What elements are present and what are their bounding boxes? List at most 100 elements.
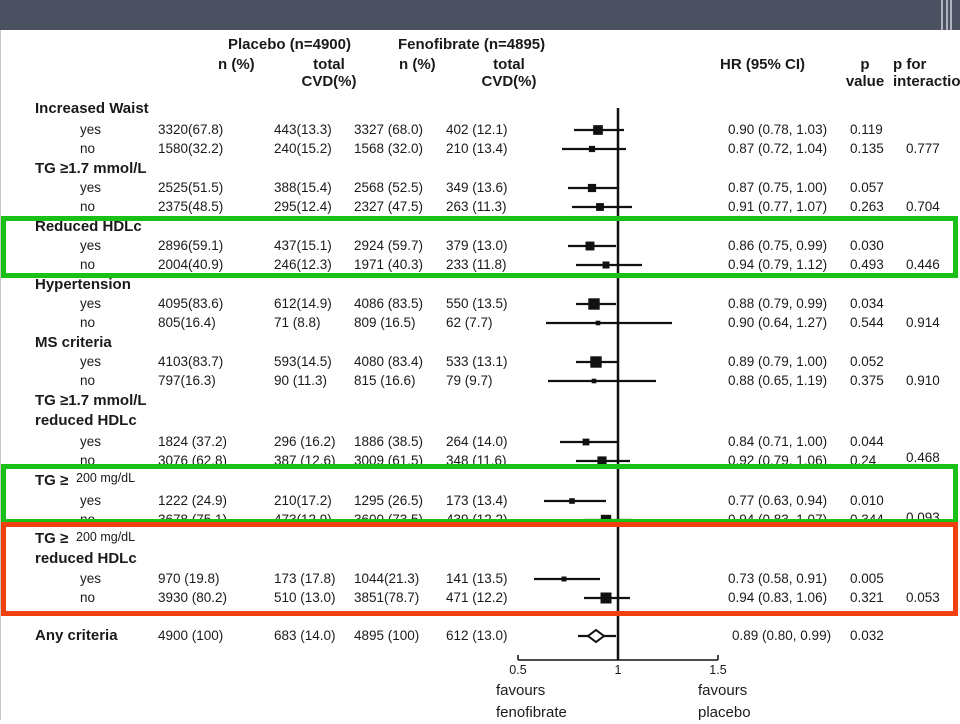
placebo-n-cell: 1580(32.2): [158, 141, 224, 156]
group-label: TG ≥1.7 mmol/L: [35, 392, 147, 409]
feno-n-cell: 2924 (59.7): [354, 238, 424, 253]
placebo-n-cell: 1222 (24.9): [158, 493, 228, 508]
table-row: no 797(16.3) 90 (11.3) 815 (16.6) 79 (9.7) 0.…: [0, 372, 960, 390]
p-interaction-cell: 0.910: [906, 373, 940, 388]
group-header-row: Increased Waist: [0, 100, 960, 118]
hr-ci-cell: 0.90 (0.64, 1.27): [728, 315, 828, 330]
p-interaction-row: 0.468: [0, 449, 960, 467]
feno-n-cell: 1044(21.3): [354, 571, 420, 586]
p-value-cell: 0.010: [850, 493, 884, 508]
placebo-group-header: Placebo (n=4900): [228, 36, 351, 53]
subgroup-label: yes: [80, 238, 102, 253]
p-interaction-cell: 0.468: [906, 450, 940, 465]
subgroup-label: yes: [80, 180, 102, 195]
subgroup-label: yes: [80, 571, 102, 586]
feno-cvd-cell: 264 (14.0): [446, 434, 508, 449]
placebo-cvd-cell: 246(12.3): [274, 257, 332, 272]
p-value-cell: 0.119: [850, 122, 883, 137]
group-label: Reduced HDLc: [35, 218, 142, 235]
hr-square: [590, 356, 602, 368]
feno-n-cell: 3851(78.7): [354, 590, 420, 605]
hr-square: [569, 498, 575, 504]
placebo-n-cell: 3930 (80.2): [158, 590, 228, 605]
table-row: yes 2896(59.1) 437(15.1) 2924 (59.7) 379 (13…: [0, 237, 960, 255]
p-interaction-row: 0.910: [0, 372, 960, 390]
p-value-cell: 0.321: [850, 590, 884, 605]
placebo-n-cell: 797(16.3): [158, 373, 216, 388]
hr-header: HR (95% CI): [720, 56, 806, 73]
p-value-cell: 0.044: [850, 434, 884, 449]
placebo-n-cell: 4095(83.6): [158, 296, 224, 311]
feno-n-cell: 3327 (68.0): [354, 122, 424, 137]
p-interaction-cell: 0.704: [906, 199, 940, 214]
table-row: yes 1824 (37.2) 296 (16.2) 1886 (38.5) 264 (…: [0, 433, 960, 451]
hr-square: [593, 125, 603, 135]
fenofibrate-group-header: Fenofibrate (n=4895): [398, 36, 546, 53]
overall-values-row: 4900 (100) 683 (14.0) 4895 (100) 612 (13.0)…: [0, 627, 960, 645]
highlight-box-reduced-hdlc: [1, 216, 958, 278]
hr-square: [596, 203, 604, 211]
favours-fenofibrate-label: favours fenofibrate: [496, 682, 567, 721]
feno-n-header: n (%): [399, 56, 436, 73]
hr-ci-cell: 0.87 (0.75, 1.00): [728, 180, 828, 195]
p-interaction-row: 0.053: [0, 589, 960, 607]
feno-cvd-cell: 550 (13.5): [446, 296, 508, 311]
feno-cvd-cell: 379 (13.0): [446, 238, 508, 253]
placebo-n-cell: 2525(51.5): [158, 180, 224, 195]
subgroup-label: yes: [80, 354, 102, 369]
table-row: yes 1222 (24.9) 210(17.2) 1295 (26.5) 173 (1…: [0, 492, 960, 510]
placebo-cvd-cell: 90 (11.3): [274, 373, 328, 388]
subgroup-label: no: [80, 373, 96, 388]
feno-n-cell: 815 (16.6): [354, 373, 416, 388]
p-interaction-row: 0.914: [0, 314, 960, 332]
feno-cvd-cell: 62 (7.7): [446, 315, 493, 330]
p-value-cell: 0.034: [850, 296, 884, 311]
hr-square: [582, 438, 590, 446]
overall-label: Any criteria: [35, 627, 118, 644]
hr-square: [602, 261, 610, 269]
feno-n-cell: 4086 (83.5): [354, 296, 424, 311]
group-header-row: reduced HDLc: [0, 550, 960, 568]
placebo-cvd-cell: 173 (17.8): [274, 571, 336, 586]
hr-ci-cell: 0.73 (0.58, 0.91): [728, 571, 828, 586]
placebo-cvd-cell: 388(15.4): [274, 180, 332, 195]
p-value-cell: 0.005: [850, 571, 884, 586]
placebo-n-cell: 4103(83.7): [158, 354, 224, 369]
p-value-cell: 0.375: [850, 373, 884, 388]
p-value-cell: 0.263: [850, 199, 884, 214]
table-row: no 805(16.4) 71 (8.8) 809 (16.5) 62 (7.7) 0.9…: [0, 314, 960, 332]
hr-square: [591, 378, 597, 384]
hr-ci-cell: 0.94 (0.83, 1.06): [728, 590, 828, 605]
p-value-cell: 0.030: [850, 238, 884, 253]
p-interaction-cell: 0.914: [906, 315, 940, 330]
placebo-n-cell: 2896(59.1): [158, 238, 224, 253]
feno-n-cell: 1568 (32.0): [354, 141, 424, 156]
placebo-cvd-cell: 71 (8.8): [274, 315, 321, 330]
highlight-box-tg-200: [1, 464, 958, 524]
group-header-row: TG ≥: [0, 530, 960, 548]
table-row: yes 3320(67.8) 443(13.3) 3327 (68.0) 402 (12…: [0, 121, 960, 139]
table-row: yes 4095(83.6) 612(14.9) 4086 (83.5) 550 (13…: [0, 295, 960, 313]
group-header-row: TG ≥1.7 mmol/L: [0, 160, 960, 178]
group-label-line2: reduced HDLc: [35, 550, 137, 567]
p-value-cell: 0.493: [850, 257, 884, 272]
tg-threshold-overlay-1: 200 mg/dL: [74, 471, 138, 486]
placebo-cvd-cell: 510 (13.0): [274, 590, 336, 605]
feno-cvd-cell: 210 (13.4): [446, 141, 508, 156]
group-header-row: Reduced HDLc: [0, 218, 960, 236]
placebo-n-cell: 2004(40.9): [158, 257, 224, 272]
hr-ci-cell: 0.89 (0.79, 1.00): [728, 354, 828, 369]
hr-square: [600, 592, 612, 604]
hr-square: [585, 241, 595, 251]
hr-square: [561, 576, 567, 582]
table-row: no 2004(40.9) 246(12.3) 1971 (40.3) 233 (11.…: [0, 256, 960, 274]
table-row: no 1580(32.2) 240(15.2) 1568 (32.0) 210 (13.…: [0, 140, 960, 158]
title-bar: [0, 0, 960, 30]
group-label: MS criteria: [35, 334, 112, 351]
hr-ci-cell: 0.87 (0.72, 1.04): [728, 141, 828, 156]
table-row: no 2375(48.5) 295(12.4) 2327 (47.5) 263 (11.…: [0, 198, 960, 216]
hr-square: [587, 183, 597, 193]
feno-cvd-cell: 471 (12.2): [446, 590, 508, 605]
placebo-n-header: n (%): [218, 56, 255, 73]
placebo-total-header: total CVD(%): [301, 56, 357, 90]
